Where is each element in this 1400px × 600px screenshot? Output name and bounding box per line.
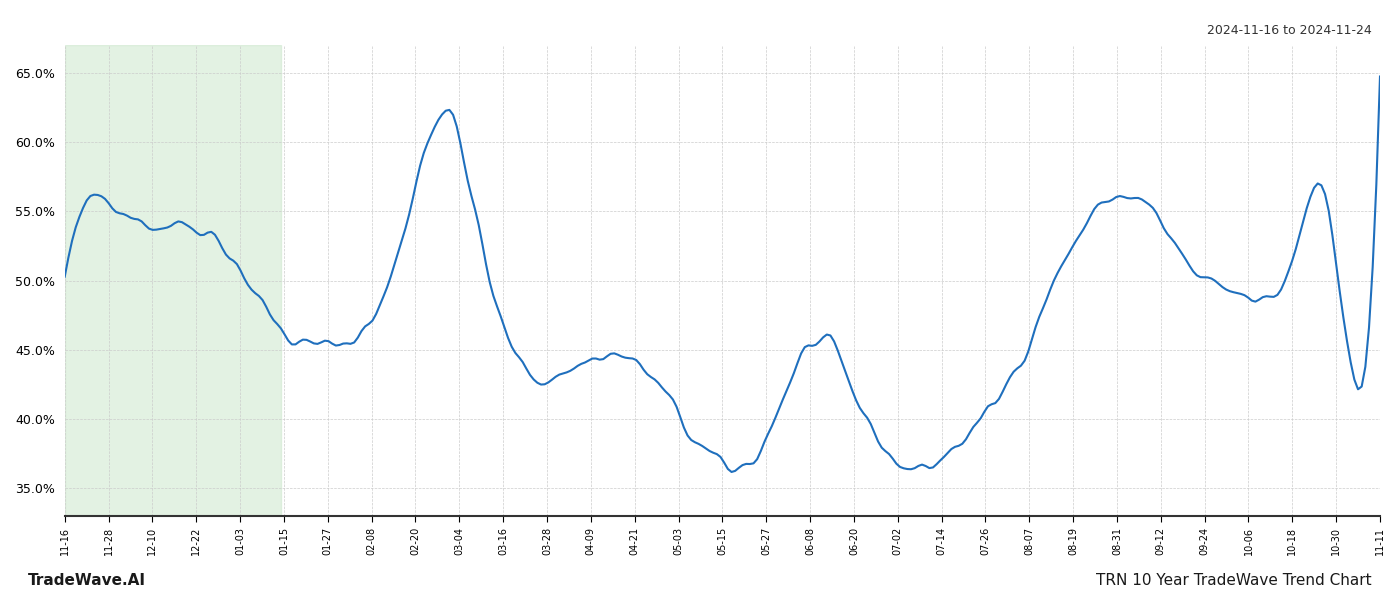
Bar — [64, 45, 281, 516]
Text: TRN 10 Year TradeWave Trend Chart: TRN 10 Year TradeWave Trend Chart — [1096, 573, 1372, 588]
Text: 2024-11-16 to 2024-11-24: 2024-11-16 to 2024-11-24 — [1207, 24, 1372, 37]
Text: TradeWave.AI: TradeWave.AI — [28, 573, 146, 588]
